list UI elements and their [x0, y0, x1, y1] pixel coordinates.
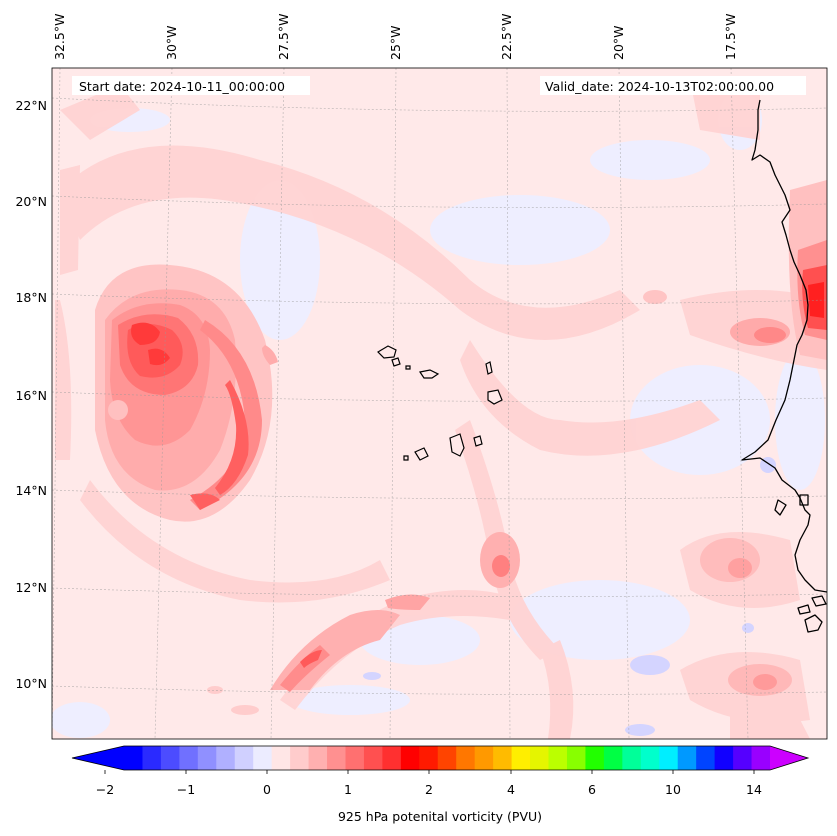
colorbar-swatch	[677, 746, 697, 770]
lat-label: 20°N	[15, 194, 47, 209]
colorbar-swatch	[160, 746, 180, 770]
colorbar-swatch	[271, 746, 291, 770]
cyclone-contours	[95, 264, 278, 522]
colorbar-tick-label: 1	[344, 782, 352, 797]
colorbar-tick-label: 10	[665, 782, 681, 797]
map-border	[51, 67, 828, 740]
colorbar-swatch	[142, 746, 162, 770]
colorbar-ticks: −2 −1 0 1 2 4 6 10 14	[96, 770, 762, 797]
colorbar-swatch	[640, 746, 660, 770]
colorbar-swatch	[733, 746, 753, 770]
colorbar-tick-label: −1	[177, 782, 195, 797]
colorbar-swatch	[437, 746, 457, 770]
start-date-box	[72, 76, 310, 95]
colorbar-swatch	[253, 746, 273, 770]
colorbar-swatch	[308, 746, 328, 770]
lon-label: 20°W	[611, 25, 626, 60]
valid-date-box	[540, 76, 806, 95]
colorbar-swatch	[696, 746, 716, 770]
longitude-labels: 32.5°W 30°W 27.5°W 25°W 22.5°W 20°W 17.5°W	[52, 14, 738, 60]
colorbar-label: 925 hPa potenital vorticity (PVU)	[338, 809, 542, 824]
map-area: Start date: 2024-10-11_00:00:00 Valid_da…	[52, 68, 827, 739]
lat-label: 16°N	[15, 388, 47, 403]
colorbar	[71, 745, 810, 771]
cape-verde-islands	[377, 345, 503, 461]
lat-label: 10°N	[15, 676, 47, 691]
southern-band	[270, 594, 430, 692]
light-blue-patches	[363, 457, 776, 736]
colorbar-outline	[71, 745, 810, 771]
colorbar-tick-label: 6	[588, 782, 596, 797]
lat-label: 14°N	[15, 483, 47, 498]
lon-label: 25°W	[388, 25, 403, 60]
colorbar-swatch	[714, 746, 734, 770]
colorbar-tick-label: 4	[507, 782, 515, 797]
colorbar-tick-label: −2	[96, 782, 114, 797]
colorbar-under-extend	[72, 746, 124, 770]
colorbar-swatch	[234, 746, 254, 770]
colorbar-swatch	[603, 746, 623, 770]
negative-pv-patches	[52, 90, 825, 738]
colorbar-swatch	[345, 746, 365, 770]
colorbar-swatch	[548, 746, 568, 770]
lon-label: 22.5°W	[499, 14, 514, 60]
coastline	[741, 99, 827, 633]
colorbar-swatch	[474, 746, 494, 770]
colorbar-swatch	[179, 746, 199, 770]
colorbar-swatch	[363, 746, 383, 770]
colorbar-swatch	[585, 746, 605, 770]
colorbar-swatch	[622, 746, 642, 770]
lon-label: 32.5°W	[52, 14, 67, 60]
positive-blobs	[108, 290, 792, 715]
valid-date-label: Valid_date: 2024-10-13T02:00:00.00	[545, 79, 774, 94]
colorbar-swatch	[530, 746, 550, 770]
colorbar-swatch	[290, 746, 310, 770]
lon-label: 17.5°W	[723, 14, 738, 60]
colorbar-swatch	[382, 746, 402, 770]
colorbar-swatch	[197, 746, 217, 770]
lat-label: 22°N	[15, 98, 47, 113]
coastal-maximum	[788, 180, 827, 360]
colorbar-swatch	[659, 746, 679, 770]
colorbar-tick-label: 14	[746, 782, 762, 797]
start-date-label: Start date: 2024-10-11_00:00:00	[79, 79, 285, 94]
colorbar-swatch	[456, 746, 476, 770]
graticule	[52, 68, 827, 739]
colorbar-tick-label: 2	[425, 782, 433, 797]
latitude-labels: 22°N 20°N 18°N 16°N 14°N 12°N 10°N	[15, 98, 47, 691]
lat-label: 18°N	[15, 290, 47, 305]
colorbar-swatch	[751, 746, 771, 770]
lon-label: 30°W	[164, 25, 179, 60]
colorbar-swatch	[216, 746, 236, 770]
colorbar-swatch	[124, 746, 143, 770]
lat-label: 12°N	[15, 580, 47, 595]
colorbar-swatch	[327, 746, 346, 770]
colorbar-swatch	[566, 746, 586, 770]
colorbar-over-extend	[770, 746, 808, 770]
colorbar-tick-label: 0	[263, 782, 271, 797]
lon-label: 27.5°W	[276, 14, 291, 60]
colorbar-swatch	[511, 746, 531, 770]
colorbar-swatch	[493, 746, 513, 770]
colorbar-swatch	[400, 746, 420, 770]
colorbar-swatch	[419, 746, 439, 770]
